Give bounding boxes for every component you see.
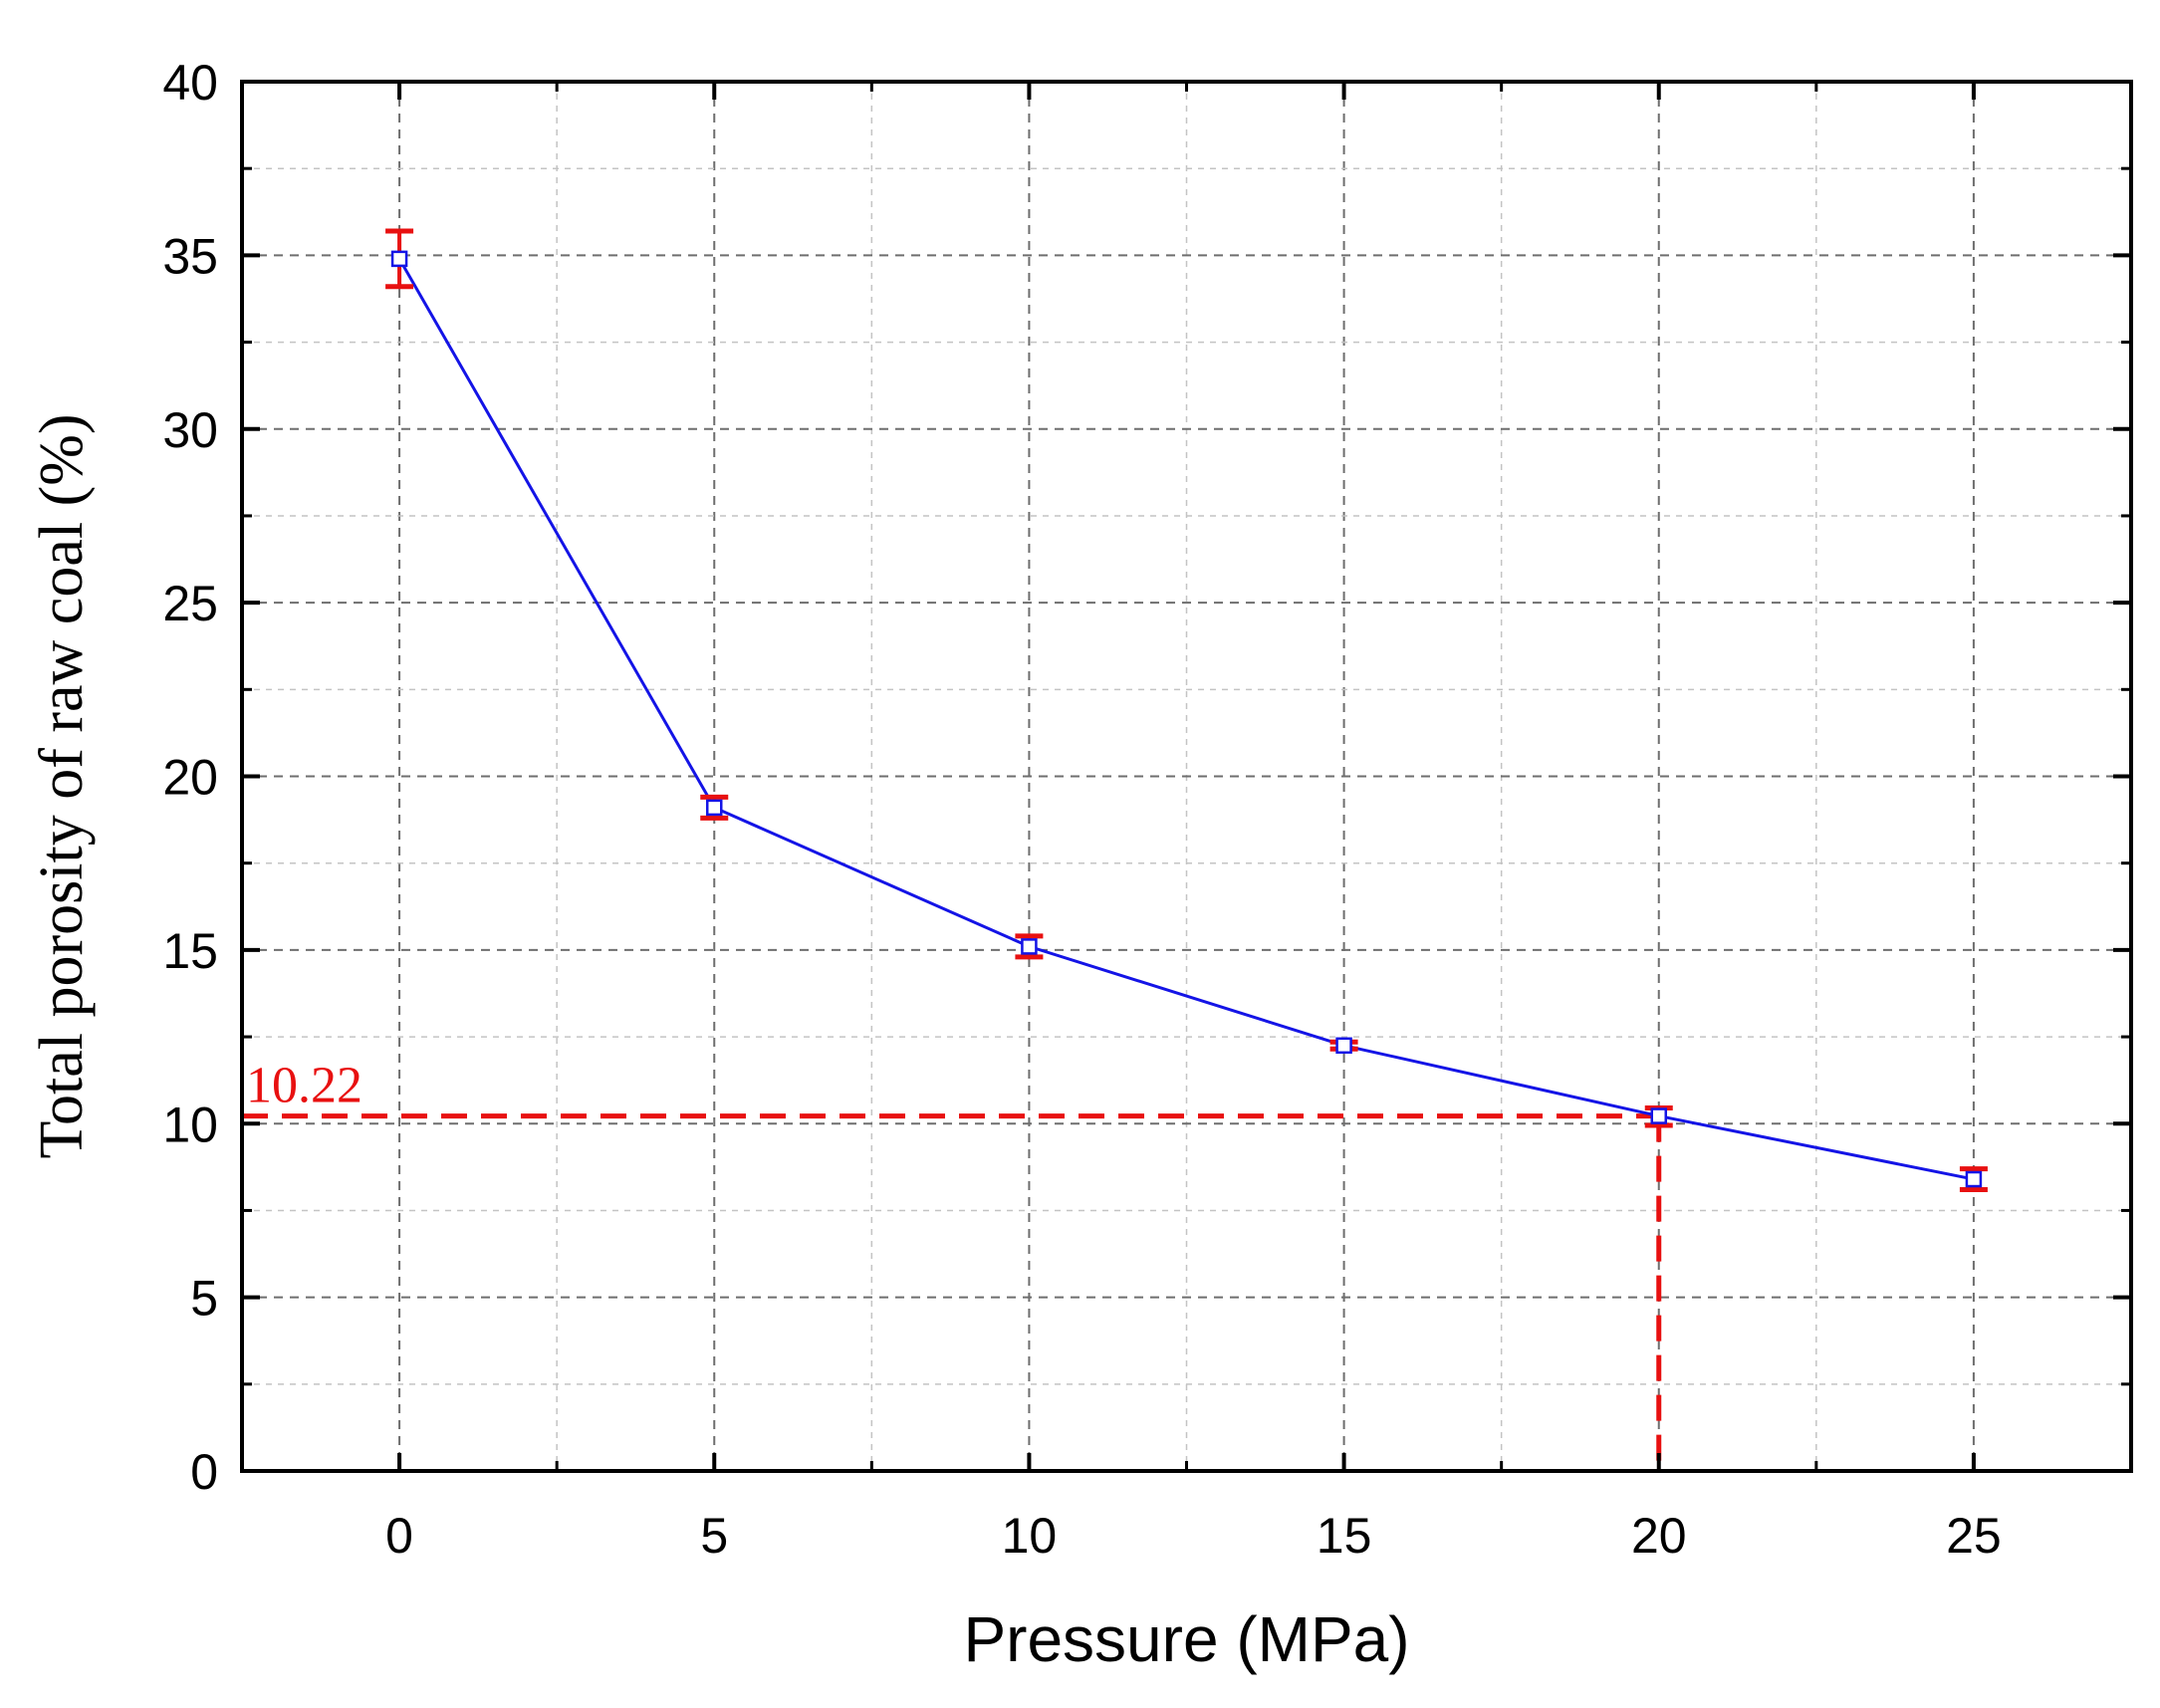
x-tick-label: 0: [385, 1508, 413, 1564]
y-tick-label: 35: [162, 228, 218, 284]
y-axis-title: Total porosity of raw coal (%): [28, 413, 96, 1158]
y-tick-labels: 0 5 10 15 20 25 30 35 40: [162, 55, 218, 1500]
x-axis-title: Pressure (MPa): [963, 1603, 1409, 1675]
data-point: [390, 250, 408, 268]
data-point: [706, 799, 723, 817]
y-tick-label: 20: [162, 750, 218, 806]
data-point: [1335, 1037, 1352, 1055]
y-tick-label: 10: [162, 1097, 218, 1152]
annotation-label: 10.22: [246, 1058, 362, 1114]
x-tick-label: 10: [1002, 1508, 1058, 1564]
y-tick-label: 5: [190, 1271, 218, 1327]
data-point: [1965, 1170, 1983, 1188]
y-tick-label: 0: [190, 1444, 218, 1500]
axis-ticks: [242, 80, 2131, 1473]
x-tick-label: 20: [1631, 1508, 1687, 1564]
series-line: [397, 258, 1975, 1181]
grid: [242, 82, 2131, 1471]
x-tick-label: 5: [700, 1508, 728, 1564]
data-point: [1650, 1107, 1667, 1124]
y-tick-label: 30: [162, 402, 218, 458]
y-tick-label: 15: [162, 923, 218, 979]
data-point: [1021, 938, 1038, 955]
x-tick-labels: 0 5 10 15 20 25: [385, 1508, 2002, 1564]
annotation-guides: [242, 1113, 1662, 1471]
x-tick-label: 25: [1946, 1508, 2002, 1564]
x-tick-label: 15: [1317, 1508, 1372, 1564]
y-tick-label: 40: [162, 55, 218, 111]
y-tick-label: 25: [162, 576, 218, 631]
data-series: [385, 228, 1988, 1193]
